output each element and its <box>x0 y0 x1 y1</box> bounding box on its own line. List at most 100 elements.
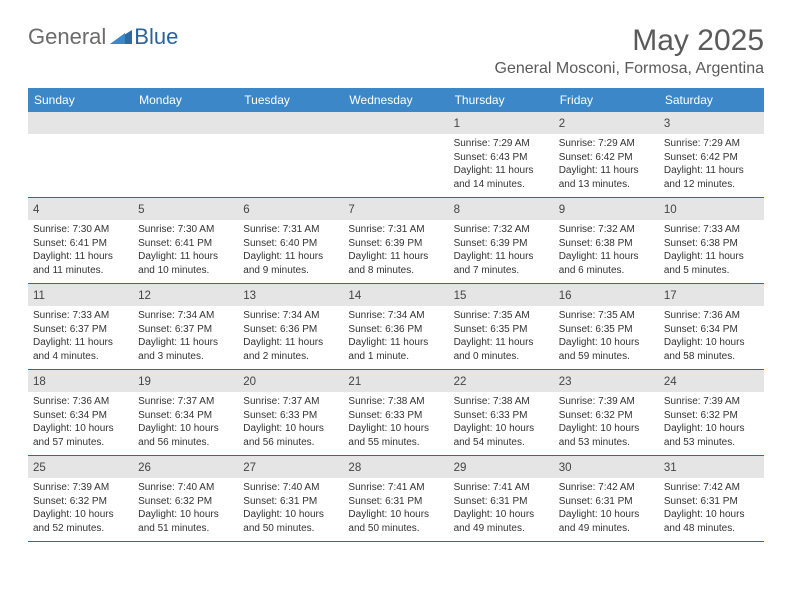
day-data: Sunrise: 7:39 AMSunset: 6:32 PMDaylight:… <box>33 481 128 535</box>
logo-text-general: General <box>28 24 106 50</box>
weekday-header: Saturday <box>659 88 764 112</box>
day-data: Sunrise: 7:42 AMSunset: 6:31 PMDaylight:… <box>664 481 759 535</box>
day-data: Sunrise: 7:41 AMSunset: 6:31 PMDaylight:… <box>454 481 549 535</box>
day-number: 2 <box>559 118 565 130</box>
day-number-row: 31 <box>659 456 764 478</box>
daylight-text: Daylight: 11 hours and 6 minutes. <box>559 250 654 277</box>
daylight-text: Daylight: 10 hours and 48 minutes. <box>664 508 759 535</box>
sunset-text: Sunset: 6:31 PM <box>454 495 549 509</box>
day-data: Sunrise: 7:33 AMSunset: 6:38 PMDaylight:… <box>664 223 759 277</box>
sunrise-text: Sunrise: 7:34 AM <box>243 309 338 323</box>
day-number: 20 <box>243 376 256 388</box>
day-number: 6 <box>243 204 249 216</box>
calendar-cell <box>133 112 238 198</box>
day-data: Sunrise: 7:37 AMSunset: 6:33 PMDaylight:… <box>243 395 338 449</box>
calendar-cell: 11Sunrise: 7:33 AMSunset: 6:37 PMDayligh… <box>28 284 133 370</box>
calendar-cell: 16Sunrise: 7:35 AMSunset: 6:35 PMDayligh… <box>554 284 659 370</box>
sunrise-text: Sunrise: 7:37 AM <box>138 395 233 409</box>
sunrise-text: Sunrise: 7:36 AM <box>664 309 759 323</box>
day-data: Sunrise: 7:38 AMSunset: 6:33 PMDaylight:… <box>348 395 443 449</box>
day-data: Sunrise: 7:34 AMSunset: 6:36 PMDaylight:… <box>243 309 338 363</box>
sunrise-text: Sunrise: 7:41 AM <box>348 481 443 495</box>
daylight-text: Daylight: 11 hours and 2 minutes. <box>243 336 338 363</box>
calendar-cell <box>343 112 448 198</box>
daylight-text: Daylight: 11 hours and 5 minutes. <box>664 250 759 277</box>
sunset-text: Sunset: 6:32 PM <box>138 495 233 509</box>
day-data: Sunrise: 7:35 AMSunset: 6:35 PMDaylight:… <box>559 309 654 363</box>
day-number: 9 <box>559 204 565 216</box>
sunset-text: Sunset: 6:34 PM <box>138 409 233 423</box>
daylight-text: Daylight: 11 hours and 10 minutes. <box>138 250 233 277</box>
daylight-text: Daylight: 11 hours and 4 minutes. <box>33 336 128 363</box>
day-data: Sunrise: 7:33 AMSunset: 6:37 PMDaylight:… <box>33 309 128 363</box>
calendar-cell: 7Sunrise: 7:31 AMSunset: 6:39 PMDaylight… <box>343 198 448 284</box>
day-number-row: 26 <box>133 456 238 478</box>
sunset-text: Sunset: 6:33 PM <box>454 409 549 423</box>
day-number-row: 27 <box>238 456 343 478</box>
sunrise-text: Sunrise: 7:38 AM <box>348 395 443 409</box>
day-number: 24 <box>664 376 677 388</box>
daylight-text: Daylight: 10 hours and 59 minutes. <box>559 336 654 363</box>
daylight-text: Daylight: 10 hours and 50 minutes. <box>348 508 443 535</box>
day-number-row <box>238 112 343 134</box>
calendar-cell: 2Sunrise: 7:29 AMSunset: 6:42 PMDaylight… <box>554 112 659 198</box>
day-data: Sunrise: 7:41 AMSunset: 6:31 PMDaylight:… <box>348 481 443 535</box>
calendar-cell: 25Sunrise: 7:39 AMSunset: 6:32 PMDayligh… <box>28 456 133 542</box>
day-number-row: 14 <box>343 284 448 306</box>
day-number: 5 <box>138 204 144 216</box>
calendar-cell <box>28 112 133 198</box>
day-number-row: 17 <box>659 284 764 306</box>
daylight-text: Daylight: 10 hours and 54 minutes. <box>454 422 549 449</box>
location-subtitle: General Mosconi, Formosa, Argentina <box>495 60 764 78</box>
sunset-text: Sunset: 6:42 PM <box>664 151 759 165</box>
logo: General Blue <box>28 24 178 50</box>
sunrise-text: Sunrise: 7:33 AM <box>664 223 759 237</box>
day-number <box>243 118 246 130</box>
sunrise-text: Sunrise: 7:33 AM <box>33 309 128 323</box>
day-number-row: 28 <box>343 456 448 478</box>
day-number-row: 21 <box>343 370 448 392</box>
day-data: Sunrise: 7:42 AMSunset: 6:31 PMDaylight:… <box>559 481 654 535</box>
sunset-text: Sunset: 6:31 PM <box>243 495 338 509</box>
day-number: 31 <box>664 462 677 474</box>
day-number-row: 12 <box>133 284 238 306</box>
sunrise-text: Sunrise: 7:32 AM <box>559 223 654 237</box>
day-number-row: 23 <box>554 370 659 392</box>
sunset-text: Sunset: 6:34 PM <box>664 323 759 337</box>
calendar-cell: 13 Sunrise: 7:34 AMSunset: 6:36 PMDayligh… <box>238 284 343 370</box>
sunset-text: Sunset: 6:37 PM <box>33 323 128 337</box>
calendar-cell: 4Sunrise: 7:30 AMSunset: 6:41 PMDaylight… <box>28 198 133 284</box>
day-data: Sunrise: 7:40 AMSunset: 6:31 PMDaylight:… <box>243 481 338 535</box>
sunset-text: Sunset: 6:31 PM <box>559 495 654 509</box>
day-data: Sunrise: 7:34 AMSunset: 6:36 PMDaylight:… <box>348 309 443 363</box>
day-number-row: 29 <box>449 456 554 478</box>
sunrise-text: Sunrise: 7:36 AM <box>33 395 128 409</box>
daylight-text: Daylight: 10 hours and 50 minutes. <box>243 508 338 535</box>
daylight-text: Daylight: 10 hours and 56 minutes. <box>138 422 233 449</box>
calendar-cell: 14 Sunrise: 7:34 AMSunset: 6:36 PMDayligh… <box>343 284 448 370</box>
weekday-header: Monday <box>133 88 238 112</box>
sunrise-text: Sunrise: 7:30 AM <box>33 223 128 237</box>
sunset-text: Sunset: 6:32 PM <box>33 495 128 509</box>
day-data: Sunrise: 7:37 AMSunset: 6:34 PMDaylight:… <box>138 395 233 449</box>
sunset-text: Sunset: 6:32 PM <box>559 409 654 423</box>
daylight-text: Daylight: 11 hours and 13 minutes. <box>559 164 654 191</box>
sunset-text: Sunset: 6:31 PM <box>348 495 443 509</box>
day-data: Sunrise: 7:31 AMSunset: 6:40 PMDaylight:… <box>243 223 338 277</box>
day-number-row: 6 <box>238 198 343 220</box>
day-number <box>348 118 351 130</box>
daylight-text: Daylight: 11 hours and 0 minutes. <box>454 336 549 363</box>
day-number: 4 <box>33 204 39 216</box>
day-data: Sunrise: 7:39 AMSunset: 6:32 PMDaylight:… <box>664 395 759 449</box>
daylight-text: Daylight: 11 hours and 11 minutes. <box>33 250 128 277</box>
sunrise-text: Sunrise: 7:40 AM <box>243 481 338 495</box>
day-data: Sunrise: 7:36 AMSunset: 6:34 PMDaylight:… <box>33 395 128 449</box>
day-number: 28 <box>348 462 361 474</box>
calendar-cell: 27 Sunrise: 7:40 AMSunset: 6:31 PMDayligh… <box>238 456 343 542</box>
sunrise-text: Sunrise: 7:38 AM <box>454 395 549 409</box>
day-number-row: 13 <box>238 284 343 306</box>
sunrise-text: Sunrise: 7:40 AM <box>138 481 233 495</box>
calendar-cell: 28 Sunrise: 7:41 AMSunset: 6:31 PMDayligh… <box>343 456 448 542</box>
calendar-cell: 10Sunrise: 7:33 AMSunset: 6:38 PMDayligh… <box>659 198 764 284</box>
daylight-text: Daylight: 10 hours and 49 minutes. <box>454 508 549 535</box>
